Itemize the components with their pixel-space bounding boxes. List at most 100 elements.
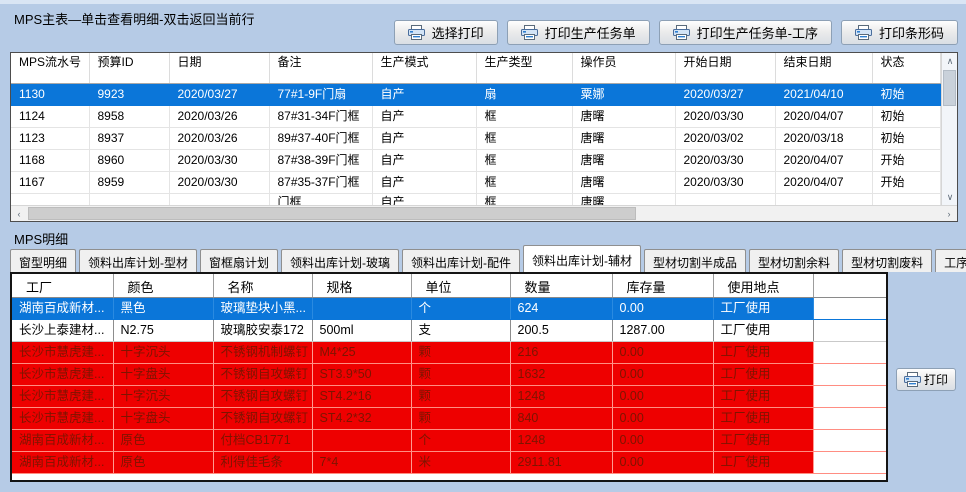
tab-profile-cut-semi[interactable]: 型材切割半成品 <box>644 249 747 272</box>
column-header[interactable]: 生产类型 <box>476 53 573 84</box>
cell: 工厂使用 <box>713 341 814 364</box>
cell: 颗 <box>411 341 511 364</box>
scroll-left-icon[interactable]: ‹ <box>17 209 21 219</box>
cell: 216 <box>510 341 613 364</box>
cell: 2020/03/30 <box>675 105 776 128</box>
scroll-up-icon[interactable]: ∧ <box>946 56 954 66</box>
table-row[interactable]: 门框 自产框唐曙 <box>11 193 941 205</box>
tab-material-plan-glass[interactable]: 领料出库计划-玻璃 <box>281 249 400 272</box>
table-row[interactable]: 长沙市慧虎建... 十字盘头 不锈钢自攻螺钉 ST4.2*32 颗 840 0.00 工厂使用 <box>12 407 886 430</box>
table-row[interactable]: 湖南百成新材... 黑色 玻璃垫块小黑... 个 624 0.00 工厂使用 <box>12 297 886 320</box>
vertical-scrollbar[interactable]: ∧ ∨ <box>941 53 957 205</box>
column-header[interactable]: 颜色 <box>113 274 214 298</box>
table-row[interactable]: 长沙市慧虎建... 十字盘头 不锈钢自攻螺钉 ST3.9*50 颗 1632 0.00 工厂使… <box>12 363 886 386</box>
cell: 黑色 <box>113 297 214 320</box>
column-header[interactable]: 数量 <box>510 274 613 298</box>
cell: 1123 <box>11 127 90 150</box>
window-top-edge <box>0 0 966 4</box>
cell: 十字盘头 <box>113 363 214 386</box>
cell: 200.5 <box>510 319 613 342</box>
table-row[interactable]: 湖南百成新材... 原色 利得佳毛条 7*4 米 2911.81 0.00 工厂使用 <box>12 451 886 474</box>
detail-print-button[interactable]: 打印 <box>896 368 957 391</box>
column-header[interactable]: 状态 <box>872 53 941 84</box>
cell: 1168 <box>11 149 90 172</box>
cell: 十字盘头 <box>113 407 214 430</box>
column-header[interactable]: 工厂 <box>12 274 114 298</box>
cell <box>312 429 412 452</box>
table-row[interactable]: 湖南百成新材... 原色 付档CB1771 个 1248 0.00 工厂使用 <box>12 429 886 452</box>
cell: 扇 <box>476 83 573 106</box>
table-row[interactable]: 1167 8959 2020/03/30 87#35-37F门框 自产框唐曙 2020/0… <box>11 171 941 194</box>
cell: 工厂使用 <box>713 385 814 408</box>
cell: 自产 <box>372 83 477 106</box>
cell: 唐曙 <box>572 193 676 205</box>
column-header[interactable]: 日期 <box>169 53 270 84</box>
cell: 2020/03/30 <box>169 149 270 172</box>
cell-filler <box>813 407 886 430</box>
column-header[interactable]: 单位 <box>411 274 511 298</box>
table-row[interactable]: 1130 9923 2020/03/27 77#1-9F门扇 自产扇粟娜 2020/03/… <box>11 83 941 106</box>
column-header[interactable]: 预算ID <box>89 53 170 84</box>
tab-profile-cut-remnant[interactable]: 型材切割余料 <box>749 249 840 272</box>
print-barcode-button[interactable]: 打印条形码 <box>840 20 958 45</box>
cell: 2020/03/26 <box>169 105 270 128</box>
tab-material-plan-parts[interactable]: 领料出库计划-配件 <box>402 249 521 272</box>
column-header[interactable]: 操作员 <box>572 53 676 84</box>
print-production-order-process-button[interactable]: 打印生产任务单-工序 <box>658 20 832 45</box>
table-row[interactable]: 1124 8958 2020/03/26 87#31-34F门框 自产框唐曙 2020/0… <box>11 105 941 128</box>
button-label: 打印生产任务单 <box>544 26 636 41</box>
column-header[interactable]: 名称 <box>213 274 313 298</box>
cell: 9923 <box>89 83 170 106</box>
column-header[interactable]: 库存量 <box>612 274 714 298</box>
scroll-right-icon[interactable]: › <box>947 209 951 219</box>
cell: 框 <box>476 171 573 194</box>
cell-filler <box>813 429 886 452</box>
cell: 77#1-9F门扇 <box>269 83 373 106</box>
cell: 玻璃垫块小黑... <box>213 297 313 320</box>
tab-window-detail[interactable]: 窗型明细 <box>10 249 77 272</box>
cell: 2020/04/07 <box>775 105 873 128</box>
print-production-order-button[interactable]: 打印生产任务单 <box>506 20 650 45</box>
tab-process[interactable]: 工序 <box>935 249 966 272</box>
cell: 长沙市慧虎建... <box>12 341 114 364</box>
column-header[interactable]: 规格 <box>312 274 412 298</box>
column-header[interactable]: 使用地点 <box>713 274 814 298</box>
tab-material-plan-profile[interactable]: 领料出库计划-型材 <box>79 249 198 272</box>
column-header[interactable]: MPS流水号 <box>11 53 90 84</box>
tab-frame-sash-plan[interactable]: 窗框扇计划 <box>200 249 279 272</box>
table-row[interactable]: 长沙市慧虎建... 十字沉头 不锈钢自攻螺钉 ST4.2*16 颗 1248 0.00 工厂使… <box>12 385 886 408</box>
cell: 8960 <box>89 149 170 172</box>
cell: 湖南百成新材... <box>12 429 114 452</box>
cell: 1130 <box>11 83 90 106</box>
column-header[interactable]: 结束日期 <box>775 53 873 84</box>
table-row[interactable]: 长沙市慧虎建... 十字沉头 不锈钢机制螺钉 M4*25 颗 216 0.00 工厂使用 <box>12 341 886 364</box>
table-row[interactable]: 1123 8937 2020/03/26 89#37-40F门框 自产框唐曙 2020/0… <box>11 127 941 150</box>
cell: 米 <box>411 451 511 474</box>
table-row[interactable]: 1168 8960 2020/03/30 87#38-39F门框 自产框唐曙 2020/0… <box>11 149 941 172</box>
cell: 2020/04/07 <box>775 171 873 194</box>
cell: 0.00 <box>612 297 714 320</box>
cell: 长沙市慧虎建... <box>12 407 114 430</box>
tab-material-plan-auxiliary[interactable]: 领料出库计划-辅材 <box>523 245 642 272</box>
cell: 8959 <box>89 171 170 194</box>
cell: 1167 <box>11 171 90 194</box>
horizontal-scrollbar-thumb[interactable] <box>28 207 636 220</box>
cell: 自产 <box>372 127 477 150</box>
scroll-down-icon[interactable]: ∨ <box>946 192 954 202</box>
cell <box>312 297 412 320</box>
cell: 0.00 <box>612 429 714 452</box>
cell: 0.00 <box>612 341 714 364</box>
vertical-scrollbar-thumb[interactable] <box>943 70 956 106</box>
cell: 不锈钢自攻螺钉 <box>213 385 313 408</box>
cell: 1287.00 <box>612 319 714 342</box>
column-header[interactable]: 备注 <box>269 53 373 84</box>
cell: 624 <box>510 297 613 320</box>
horizontal-scrollbar[interactable]: ‹ › <box>11 205 957 221</box>
column-header[interactable]: 开始日期 <box>675 53 776 84</box>
tab-profile-cut-waste[interactable]: 型材切割废料 <box>842 249 933 272</box>
table-row[interactable]: 长沙上泰建材... N2.75 玻璃胶安泰172 500ml 支 200.5 1287.00… <box>12 319 886 342</box>
cell: 7*4 <box>312 451 412 474</box>
detail-section-title: MPS明细 <box>14 232 69 247</box>
print-select-button[interactable]: 选择打印 <box>393 20 498 45</box>
column-header[interactable]: 生产模式 <box>372 53 477 84</box>
